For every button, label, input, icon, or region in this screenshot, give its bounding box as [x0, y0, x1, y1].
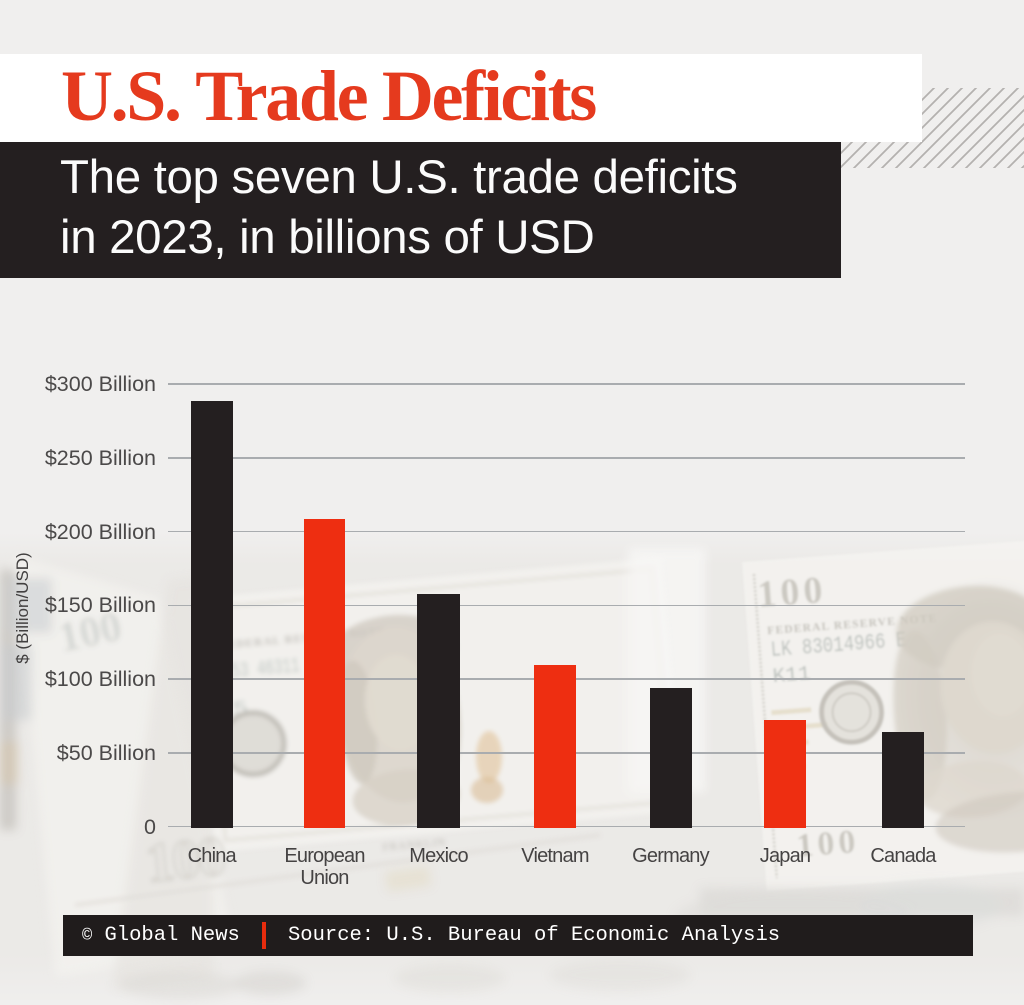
svg-text:K11: K11: [772, 663, 812, 689]
svg-text:100: 100: [795, 823, 861, 865]
svg-text:100: 100: [756, 569, 828, 616]
svg-text:FRANKLIN: FRANKLIN: [382, 836, 446, 853]
svg-text:100: 100: [143, 825, 227, 895]
